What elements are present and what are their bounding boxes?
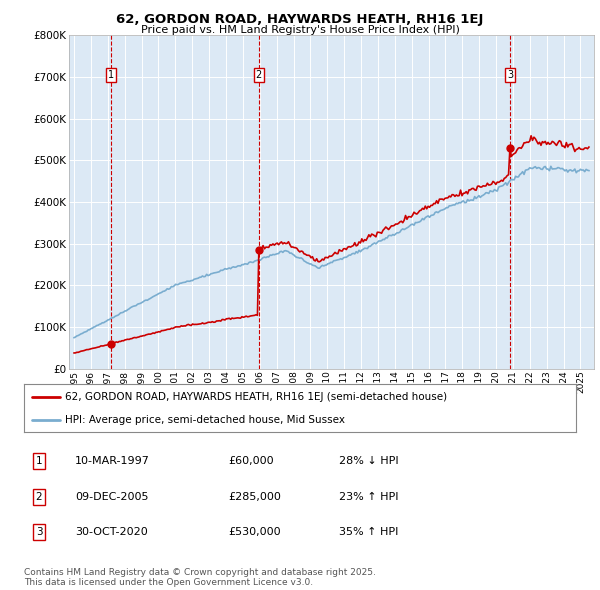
Text: 3: 3 (507, 70, 513, 80)
Text: £60,000: £60,000 (228, 457, 274, 466)
Text: 10-MAR-1997: 10-MAR-1997 (75, 457, 150, 466)
Text: 1: 1 (35, 457, 43, 466)
Text: £285,000: £285,000 (228, 492, 281, 502)
Text: 2: 2 (35, 492, 43, 502)
Text: 3: 3 (35, 527, 43, 537)
Text: 30-OCT-2020: 30-OCT-2020 (75, 527, 148, 537)
Text: 35% ↑ HPI: 35% ↑ HPI (339, 527, 398, 537)
Text: Price paid vs. HM Land Registry's House Price Index (HPI): Price paid vs. HM Land Registry's House … (140, 25, 460, 35)
Text: 09-DEC-2005: 09-DEC-2005 (75, 492, 149, 502)
Text: 23% ↑ HPI: 23% ↑ HPI (339, 492, 398, 502)
Text: £530,000: £530,000 (228, 527, 281, 537)
Text: HPI: Average price, semi-detached house, Mid Sussex: HPI: Average price, semi-detached house,… (65, 415, 346, 425)
Text: 2: 2 (256, 70, 262, 80)
Text: 62, GORDON ROAD, HAYWARDS HEATH, RH16 1EJ: 62, GORDON ROAD, HAYWARDS HEATH, RH16 1E… (116, 13, 484, 26)
Text: 1: 1 (108, 70, 114, 80)
Text: Contains HM Land Registry data © Crown copyright and database right 2025.
This d: Contains HM Land Registry data © Crown c… (24, 568, 376, 587)
Text: 62, GORDON ROAD, HAYWARDS HEATH, RH16 1EJ (semi-detached house): 62, GORDON ROAD, HAYWARDS HEATH, RH16 1E… (65, 392, 448, 402)
Text: 28% ↓ HPI: 28% ↓ HPI (339, 457, 398, 466)
